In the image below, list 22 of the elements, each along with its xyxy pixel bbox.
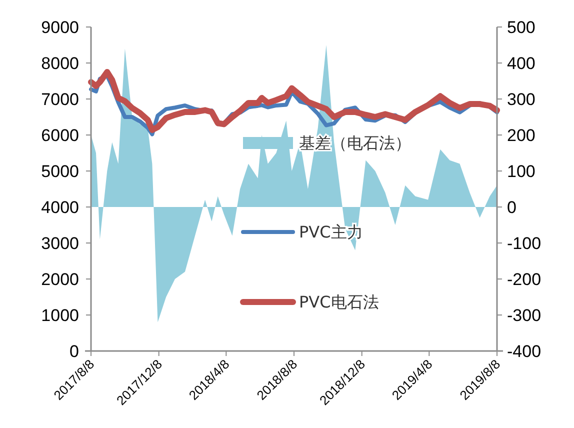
y-tick-label: 3000 xyxy=(41,234,79,253)
y-tick-label: 9000 xyxy=(41,18,79,37)
y2-tick-label: 200 xyxy=(507,126,536,145)
y2-tick-label: -200 xyxy=(507,270,542,289)
y2-tick-label: 0 xyxy=(507,198,516,217)
y-tick-label: 0 xyxy=(70,342,79,361)
y2-tick-label: 400 xyxy=(507,54,536,73)
y2-tick-label: -100 xyxy=(507,234,542,253)
y-tick-label: 8000 xyxy=(41,54,79,73)
y2-tick-label: 500 xyxy=(507,18,536,37)
y2-tick-label: 100 xyxy=(507,162,536,181)
y-tick-label: 1000 xyxy=(41,306,79,325)
legend-label: 基差（电石法） xyxy=(299,134,411,153)
y2-tick-label: -300 xyxy=(507,306,542,325)
legend-label: PVC电石法 xyxy=(299,292,379,312)
y-tick-label: 4000 xyxy=(41,198,79,217)
y-tick-label: 2000 xyxy=(41,270,79,289)
y2-tick-label: 300 xyxy=(507,90,536,109)
y2-tick-label: -400 xyxy=(507,342,542,361)
y-tick-label: 5000 xyxy=(41,162,79,181)
y-tick-label: 6000 xyxy=(41,126,79,145)
y-tick-label: 7000 xyxy=(41,90,79,109)
